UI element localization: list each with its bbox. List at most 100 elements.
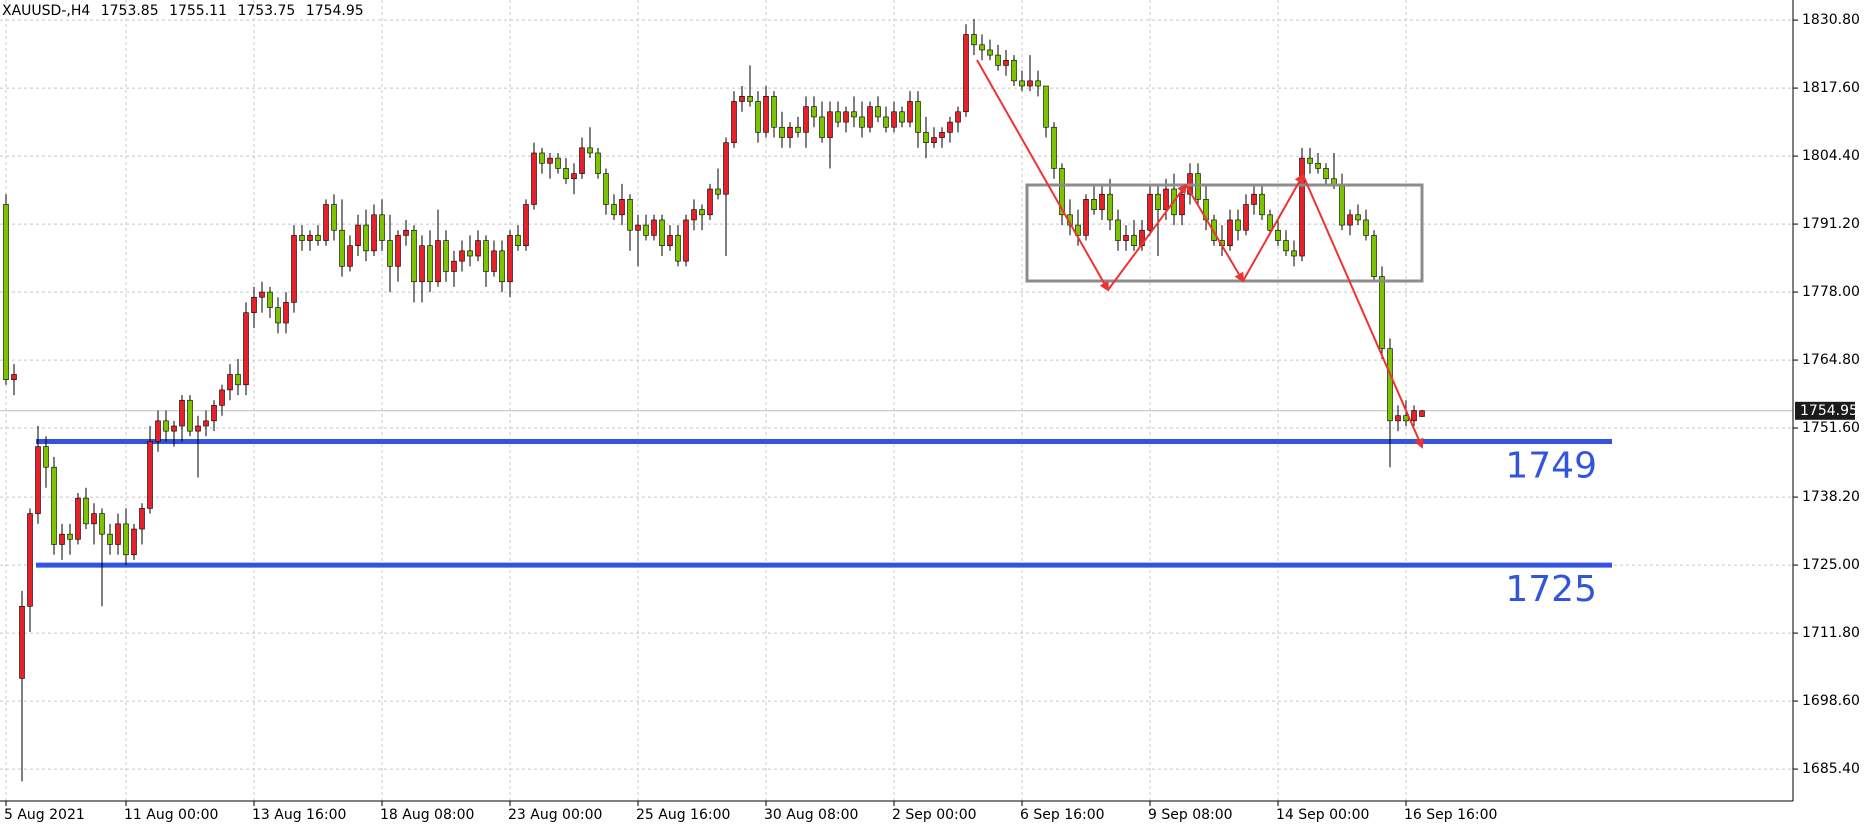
candle-body [155,420,161,442]
candle-body [923,132,929,143]
levels: 1749 1725 [0,410,1793,610]
candle-body [739,96,745,102]
candle-body [331,204,337,231]
candle-body [323,204,329,241]
candle-body [83,497,89,525]
candle-body [651,219,657,236]
candle-body [459,250,465,262]
candle-body [539,152,545,164]
candle-body [1363,219,1369,236]
candle-body [947,121,953,133]
close-value: 1754.95 [306,3,364,19]
candle-body [699,209,705,216]
candle-body [875,106,881,118]
candle-body [571,173,577,180]
low-value: 1753.75 [237,3,295,19]
candle-body [347,245,353,267]
candle-body [747,96,753,102]
open-value: 1753.85 [101,3,159,19]
candle-body [683,219,689,262]
arrow [1242,173,1304,282]
candle-body [515,235,521,247]
candle-body [779,126,785,138]
candle-body [27,513,33,607]
candle-body [1323,168,1329,180]
candle-body [1051,126,1057,169]
range-box [1025,183,1424,283]
candle-body [1163,188,1169,210]
axes: 1830.80 1817.60 1804.40 1791.20 1778.00 1764.… [4,12,1860,823]
candle-body [123,523,129,556]
candle-body [131,528,137,556]
candle-body [243,312,249,386]
candle-body [1091,199,1097,210]
candle-body [971,34,977,46]
y-tick-label: 1778.00 [1802,284,1860,300]
candle-body [995,54,1001,66]
candle-body [187,399,193,432]
candle-body [115,523,121,545]
level-label: 1749 [1505,445,1597,486]
candle-body [627,199,633,231]
candle-body [939,132,945,138]
candles [3,19,1425,782]
candle-body [963,34,969,113]
candle-body [1059,168,1065,216]
candle-body [579,147,585,174]
candle-body [1291,250,1297,257]
candle-body [43,446,49,468]
candle-body [979,44,985,51]
candle-body [1155,193,1161,210]
x-tick-label: 11 Aug 00:00 [124,807,218,823]
candle-body [867,106,873,128]
x-tick-label: 6 Sep 16:00 [1020,807,1105,823]
candle-body [387,240,393,267]
candle-body [1115,219,1121,241]
candle-body [835,111,841,123]
y-tick-label: 1725.00 [1802,557,1860,573]
y-tick-label: 1764.80 [1802,352,1860,368]
candle-body [899,111,905,123]
arrow [1107,183,1188,291]
candle-body [1411,410,1417,422]
candle-body [507,235,513,283]
candle-body [763,96,769,133]
candle-body [987,49,993,56]
candle-body [403,229,409,236]
candle-body [1371,235,1377,277]
y-tick-label: 1685.40 [1802,761,1860,777]
candle-body [803,106,809,133]
candle-body [355,224,361,247]
candle-body [563,168,569,180]
candle-body [1331,178,1337,185]
candle-body [267,291,273,308]
x-tick-label: 13 Aug 16:00 [252,807,346,823]
candle-body [467,250,473,257]
candle-body [1339,183,1345,226]
candle-body [555,157,561,169]
candle-body [819,116,825,138]
candle-body [1099,193,1105,210]
candle-body [475,240,481,257]
candle-body [771,96,777,128]
y-tick-label: 1698.60 [1802,693,1860,709]
candle-body [51,466,57,545]
candle-body [523,204,529,247]
candle-body [635,224,641,231]
arrow [1185,184,1245,283]
y-tick-label: 1817.60 [1802,80,1860,96]
x-tick-label: 23 Aug 00:00 [508,807,602,823]
arrow [976,59,1109,292]
y-tick-label: 1738.20 [1802,489,1860,505]
x-tick-label: 14 Sep 00:00 [1276,807,1369,823]
candle-body [1395,415,1401,422]
candle-body [1027,80,1033,87]
candle-body [1419,410,1425,417]
candle-body [843,111,849,123]
candle-body [643,224,649,236]
candle-body [219,389,225,406]
y-tick-label: 1751.60 [1802,420,1860,436]
candle-body [483,240,489,272]
candle-body [859,116,865,128]
